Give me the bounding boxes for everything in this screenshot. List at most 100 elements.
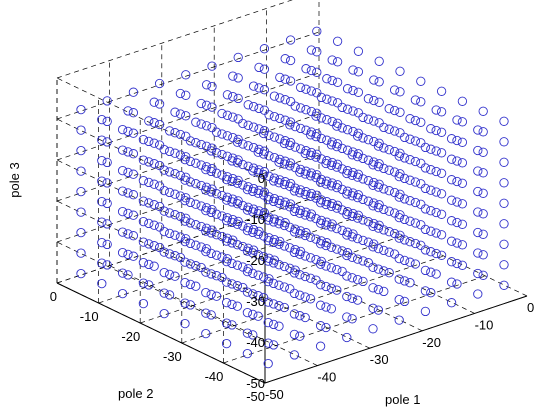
data-point bbox=[154, 99, 165, 109]
data-point bbox=[499, 219, 509, 229]
data-point bbox=[295, 249, 305, 259]
data-point bbox=[242, 287, 253, 297]
data-point bbox=[211, 168, 222, 178]
data-point bbox=[326, 140, 337, 150]
data-point bbox=[128, 231, 139, 241]
data-point bbox=[352, 254, 363, 264]
data-point bbox=[228, 112, 238, 122]
data-point bbox=[347, 150, 357, 160]
data-point bbox=[373, 202, 384, 213]
data-point bbox=[315, 321, 326, 331]
data-point bbox=[342, 104, 353, 114]
data-point bbox=[128, 169, 139, 179]
data-point bbox=[138, 278, 149, 288]
data-point bbox=[254, 62, 264, 73]
data-point bbox=[379, 245, 389, 256]
data-point bbox=[436, 209, 447, 219]
data-point bbox=[326, 160, 337, 170]
data-point bbox=[201, 246, 211, 257]
data-point bbox=[379, 225, 389, 235]
grid-line-y-floor bbox=[223, 275, 486, 364]
data-point bbox=[149, 118, 159, 128]
data-point bbox=[369, 116, 379, 126]
data-point bbox=[374, 138, 384, 148]
data-point bbox=[384, 206, 394, 216]
data-point bbox=[159, 267, 169, 278]
data-point bbox=[269, 173, 280, 183]
data-point bbox=[368, 283, 378, 293]
data-point bbox=[306, 86, 317, 96]
data-point bbox=[395, 230, 405, 240]
data-point bbox=[452, 279, 462, 289]
data-point bbox=[285, 140, 295, 150]
data-point bbox=[395, 189, 405, 199]
data-point bbox=[274, 219, 284, 229]
data-point bbox=[164, 187, 175, 198]
data-point bbox=[269, 132, 280, 142]
data-point bbox=[117, 206, 128, 217]
data-point bbox=[144, 198, 154, 208]
grid-line-x-floor bbox=[109, 265, 318, 366]
data-point bbox=[279, 261, 290, 272]
data-point bbox=[175, 109, 186, 119]
data-point bbox=[280, 74, 290, 84]
data-point bbox=[420, 163, 431, 173]
data-point bbox=[499, 116, 509, 126]
data-point bbox=[191, 117, 201, 127]
data-point bbox=[222, 151, 233, 161]
data-point bbox=[263, 215, 273, 225]
data-point bbox=[196, 262, 206, 273]
data-point bbox=[327, 96, 337, 106]
data-point bbox=[238, 118, 248, 129]
data-point bbox=[254, 144, 264, 155]
data-point bbox=[123, 188, 133, 198]
data-point bbox=[274, 198, 284, 208]
data-point bbox=[384, 268, 394, 278]
data-point bbox=[201, 328, 211, 339]
data-point bbox=[405, 257, 415, 267]
data-point bbox=[369, 95, 379, 106]
data-point bbox=[279, 159, 290, 169]
data-point bbox=[379, 143, 389, 153]
data-point bbox=[269, 91, 280, 101]
data-point bbox=[238, 282, 248, 293]
data-point bbox=[457, 199, 468, 209]
data-point bbox=[201, 162, 212, 172]
data-point bbox=[175, 150, 186, 160]
data-point bbox=[289, 309, 300, 319]
data-point bbox=[342, 207, 353, 217]
data-point bbox=[180, 216, 190, 226]
data-point bbox=[431, 207, 441, 218]
data-point bbox=[457, 117, 468, 127]
data-point bbox=[316, 174, 327, 185]
data-point bbox=[368, 242, 378, 252]
data-point bbox=[399, 194, 410, 204]
data-point bbox=[217, 252, 227, 262]
data-point bbox=[117, 145, 128, 155]
data-point bbox=[315, 259, 326, 269]
data-point bbox=[232, 199, 243, 209]
data-point bbox=[311, 131, 321, 142]
data-point bbox=[300, 312, 310, 323]
data-point bbox=[384, 227, 394, 237]
data-point bbox=[279, 220, 290, 231]
data-point bbox=[379, 184, 389, 194]
data-point bbox=[305, 171, 316, 181]
data-point bbox=[144, 157, 154, 167]
data-point bbox=[289, 227, 300, 237]
data-point bbox=[123, 249, 133, 260]
data-point bbox=[358, 174, 368, 184]
data-point bbox=[416, 220, 426, 230]
data-point bbox=[478, 168, 488, 178]
data-point bbox=[363, 155, 374, 165]
data-point bbox=[170, 230, 180, 240]
data-point bbox=[206, 269, 216, 279]
data-point bbox=[352, 213, 363, 223]
data-point bbox=[222, 172, 233, 182]
data-point bbox=[353, 46, 364, 56]
data-point bbox=[399, 296, 410, 307]
data-point bbox=[76, 125, 86, 135]
data-point bbox=[321, 179, 331, 189]
axes bbox=[56, 178, 528, 384]
data-point bbox=[337, 123, 347, 133]
